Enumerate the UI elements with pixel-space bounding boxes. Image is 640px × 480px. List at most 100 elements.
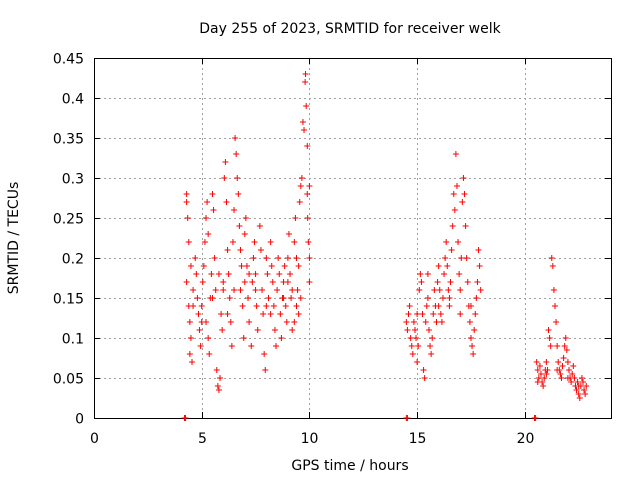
data-point [241,279,248,285]
data-point [243,263,250,269]
x-tick-label: 5 [198,431,207,447]
data-point [551,303,558,309]
data-point [263,303,270,309]
data-point [291,319,298,325]
data-point [182,415,189,421]
data-point [452,151,459,157]
data-point [285,231,292,237]
data-point [573,387,580,393]
data-point [442,255,449,261]
data-point [256,223,263,229]
data-point [236,223,243,229]
data-point [456,271,463,277]
data-point [232,135,239,141]
data-point [190,303,197,309]
data-point [218,311,225,317]
data-point [297,183,304,189]
data-point [471,327,478,333]
data-point [283,319,290,325]
data-point [443,239,450,245]
data-point [287,271,294,277]
data-point [282,303,289,309]
x-tick-label: 0 [90,431,99,447]
data-point [433,319,440,325]
data-point [449,223,456,229]
data-point [210,207,217,213]
data-point [231,207,238,213]
data-point [238,263,245,269]
data-point [253,303,260,309]
data-point [473,295,480,301]
data-point [225,271,232,277]
data-point [234,175,241,181]
data-point [189,359,196,365]
data-point [288,295,295,301]
data-point [431,287,438,293]
data-point [575,383,582,389]
data-point [444,263,451,269]
data-point [276,271,283,277]
data-point [245,295,252,301]
data-point [209,191,216,197]
data-point [445,287,452,293]
data-point [422,319,429,325]
data-point [470,351,477,357]
data-point [235,191,242,197]
data-point [536,363,543,369]
data-point [579,379,586,385]
data-point [447,279,454,285]
data-point [462,223,469,229]
data-point [448,247,455,253]
data-point [406,303,413,309]
data-point [541,375,548,381]
data-point [193,271,200,277]
data-point [458,255,465,261]
data-point [201,239,208,245]
data-point [306,279,313,285]
data-point [192,255,199,261]
data-point [257,247,264,253]
data-point [558,375,565,381]
data-point [206,351,213,357]
data-point [214,383,221,389]
data-point [581,387,588,393]
data-point [404,415,411,421]
data-point [568,379,575,385]
data-point [302,79,309,85]
data-point [249,279,256,285]
data-point [220,287,227,293]
data-point [196,327,203,333]
data-point [187,263,194,269]
data-point [453,183,460,189]
data-point [543,371,550,377]
data-point [455,239,462,245]
data-point [240,335,247,341]
data-point [569,371,576,377]
data-point [457,287,464,293]
data-point [219,327,226,333]
data-point [261,351,268,357]
data-point [548,255,555,261]
data-point [403,319,410,325]
data-point [215,271,222,277]
data-point [270,303,277,309]
y-tick-label: 0.4 [62,92,84,108]
data-point [221,175,228,181]
data-point [466,319,473,325]
data-point [469,343,476,349]
grid [94,58,611,418]
data-point [280,295,287,301]
data-point [575,391,582,397]
data-point [274,287,281,293]
data-point [460,175,467,181]
data-point [239,303,246,309]
data-point [306,255,313,261]
data-point [224,247,231,253]
y-tick-label: 0.25 [53,212,84,228]
data-point [414,311,421,317]
data-point [562,335,569,341]
data-point [561,343,568,349]
data-point [246,319,253,325]
data-point [198,303,205,309]
data-point [224,311,231,317]
